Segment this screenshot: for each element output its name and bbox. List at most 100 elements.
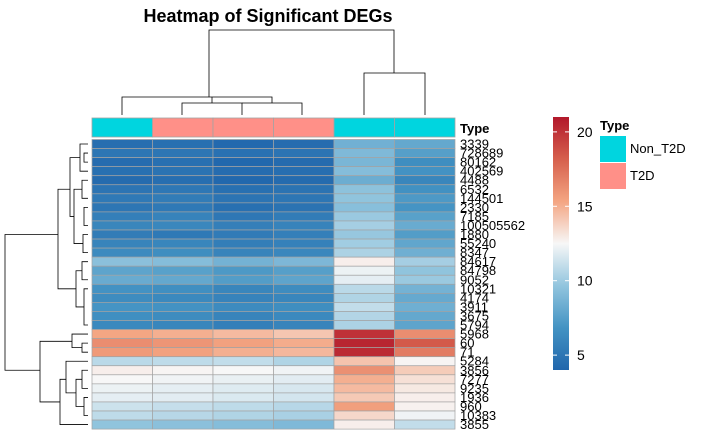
row-label: 9235 bbox=[460, 381, 489, 396]
heatmap-cell bbox=[152, 329, 214, 339]
row-dendrogram-branch bbox=[65, 360, 88, 394]
heatmap-cell bbox=[333, 374, 395, 385]
heatmap-cells bbox=[91, 139, 456, 430]
row-label: 84617 bbox=[460, 254, 496, 269]
heatmap-cell bbox=[273, 293, 335, 303]
heatmap-cell bbox=[273, 175, 335, 186]
heatmap-cell bbox=[152, 392, 214, 403]
heatmap-cell bbox=[91, 338, 153, 349]
column-dendrogram-branch bbox=[363, 72, 426, 115]
heatmap-cell bbox=[91, 419, 153, 430]
row-label: 10383 bbox=[460, 408, 496, 423]
heatmap-cell bbox=[152, 157, 214, 168]
heatmap-cell bbox=[273, 410, 335, 421]
annotation-cell bbox=[273, 117, 335, 138]
heatmap-cell bbox=[212, 392, 274, 403]
heatmap-cell bbox=[212, 365, 274, 376]
row-dendrogram-branch bbox=[83, 206, 88, 226]
heatmap-cell bbox=[394, 202, 456, 213]
heatmap-cell bbox=[394, 229, 456, 240]
heatmap-cell bbox=[394, 320, 456, 330]
heatmap-cell bbox=[212, 184, 274, 195]
row-label: 71 bbox=[460, 345, 474, 360]
row-label: 144501 bbox=[460, 191, 503, 206]
heatmap-cell bbox=[91, 247, 153, 258]
heatmap-cell bbox=[152, 320, 214, 330]
row-label: 402569 bbox=[460, 164, 503, 179]
heatmap-cell bbox=[152, 265, 214, 276]
heatmap-cell bbox=[152, 311, 214, 321]
heatmap-cell bbox=[152, 166, 214, 177]
heatmap-cell bbox=[394, 302, 456, 312]
heatmap-cell bbox=[273, 139, 335, 149]
heatmap-cell bbox=[333, 202, 395, 213]
row-label: 80162 bbox=[460, 155, 496, 170]
heatmap-cell bbox=[333, 410, 395, 421]
heatmap-cell bbox=[91, 202, 153, 213]
row-label: 9052 bbox=[460, 272, 489, 287]
heatmap-cell bbox=[394, 293, 456, 303]
heatmap-cell bbox=[152, 383, 214, 394]
heatmap-cell bbox=[212, 229, 274, 240]
heatmap-cell bbox=[394, 374, 456, 385]
heatmap-cell bbox=[91, 139, 153, 149]
heatmap-cell bbox=[333, 329, 395, 339]
row-label: 960 bbox=[460, 399, 482, 414]
heatmap-cell bbox=[212, 238, 274, 249]
heatmap-cell bbox=[333, 338, 395, 349]
heatmap-cell bbox=[333, 311, 395, 321]
heatmap-cell bbox=[333, 283, 395, 294]
heatmap-cell bbox=[91, 265, 153, 276]
heatmap-cell bbox=[394, 265, 456, 276]
heatmap-cell bbox=[212, 157, 274, 168]
heatmap-cell bbox=[91, 283, 153, 294]
heatmap-cell bbox=[273, 338, 335, 349]
heatmap-cell bbox=[91, 293, 153, 303]
row-dendrogram-branch bbox=[57, 188, 76, 290]
row-dendrogram-branch bbox=[81, 261, 88, 281]
heatmap-cell bbox=[333, 274, 395, 285]
heatmap-cell bbox=[333, 157, 395, 168]
heatmap-cell bbox=[212, 356, 274, 367]
heatmap-cell bbox=[212, 419, 274, 430]
heatmap-cell bbox=[212, 148, 274, 158]
heatmap-cell bbox=[273, 419, 335, 430]
heatmap-cell bbox=[394, 311, 456, 321]
legend-items: Non_T2D T2D bbox=[600, 136, 686, 189]
heatmap-cell bbox=[273, 283, 335, 294]
heatmap-cell bbox=[152, 374, 214, 385]
row-label: 1936 bbox=[460, 390, 489, 405]
heatmap-cell bbox=[152, 419, 214, 430]
row-label: 2330 bbox=[460, 200, 489, 215]
heatmap-cell bbox=[152, 202, 214, 213]
row-label: 5968 bbox=[460, 327, 489, 342]
heatmap-cell bbox=[212, 302, 274, 312]
heatmap-cell bbox=[394, 329, 456, 339]
heatmap-cell bbox=[333, 256, 395, 267]
heatmap-cell bbox=[91, 365, 153, 376]
row-dendrogram-branch bbox=[83, 152, 88, 163]
row-label: 60 bbox=[460, 336, 474, 351]
heatmap-cell bbox=[212, 329, 274, 339]
heatmap-cell bbox=[212, 311, 274, 321]
heatmap-cell bbox=[394, 211, 456, 222]
heatmap-cell bbox=[152, 238, 214, 249]
heatmap-cell bbox=[91, 256, 153, 267]
heatmap-cell bbox=[394, 401, 456, 412]
heatmap-cell bbox=[273, 320, 335, 330]
heatmap-cell bbox=[212, 383, 274, 394]
heatmap-cell bbox=[273, 329, 335, 339]
heatmap-cell bbox=[212, 374, 274, 385]
heatmap-cell bbox=[394, 175, 456, 186]
heatmap-cell bbox=[91, 184, 153, 195]
heatmap-cell bbox=[273, 401, 335, 412]
heatmap-cell bbox=[212, 283, 274, 294]
row-label: 3339 bbox=[460, 137, 489, 152]
heatmap-cell bbox=[273, 311, 335, 321]
heatmap-cell bbox=[394, 365, 456, 376]
heatmap-cell bbox=[152, 256, 214, 267]
heatmap-cell bbox=[91, 347, 153, 358]
heatmap-cell bbox=[333, 392, 395, 403]
